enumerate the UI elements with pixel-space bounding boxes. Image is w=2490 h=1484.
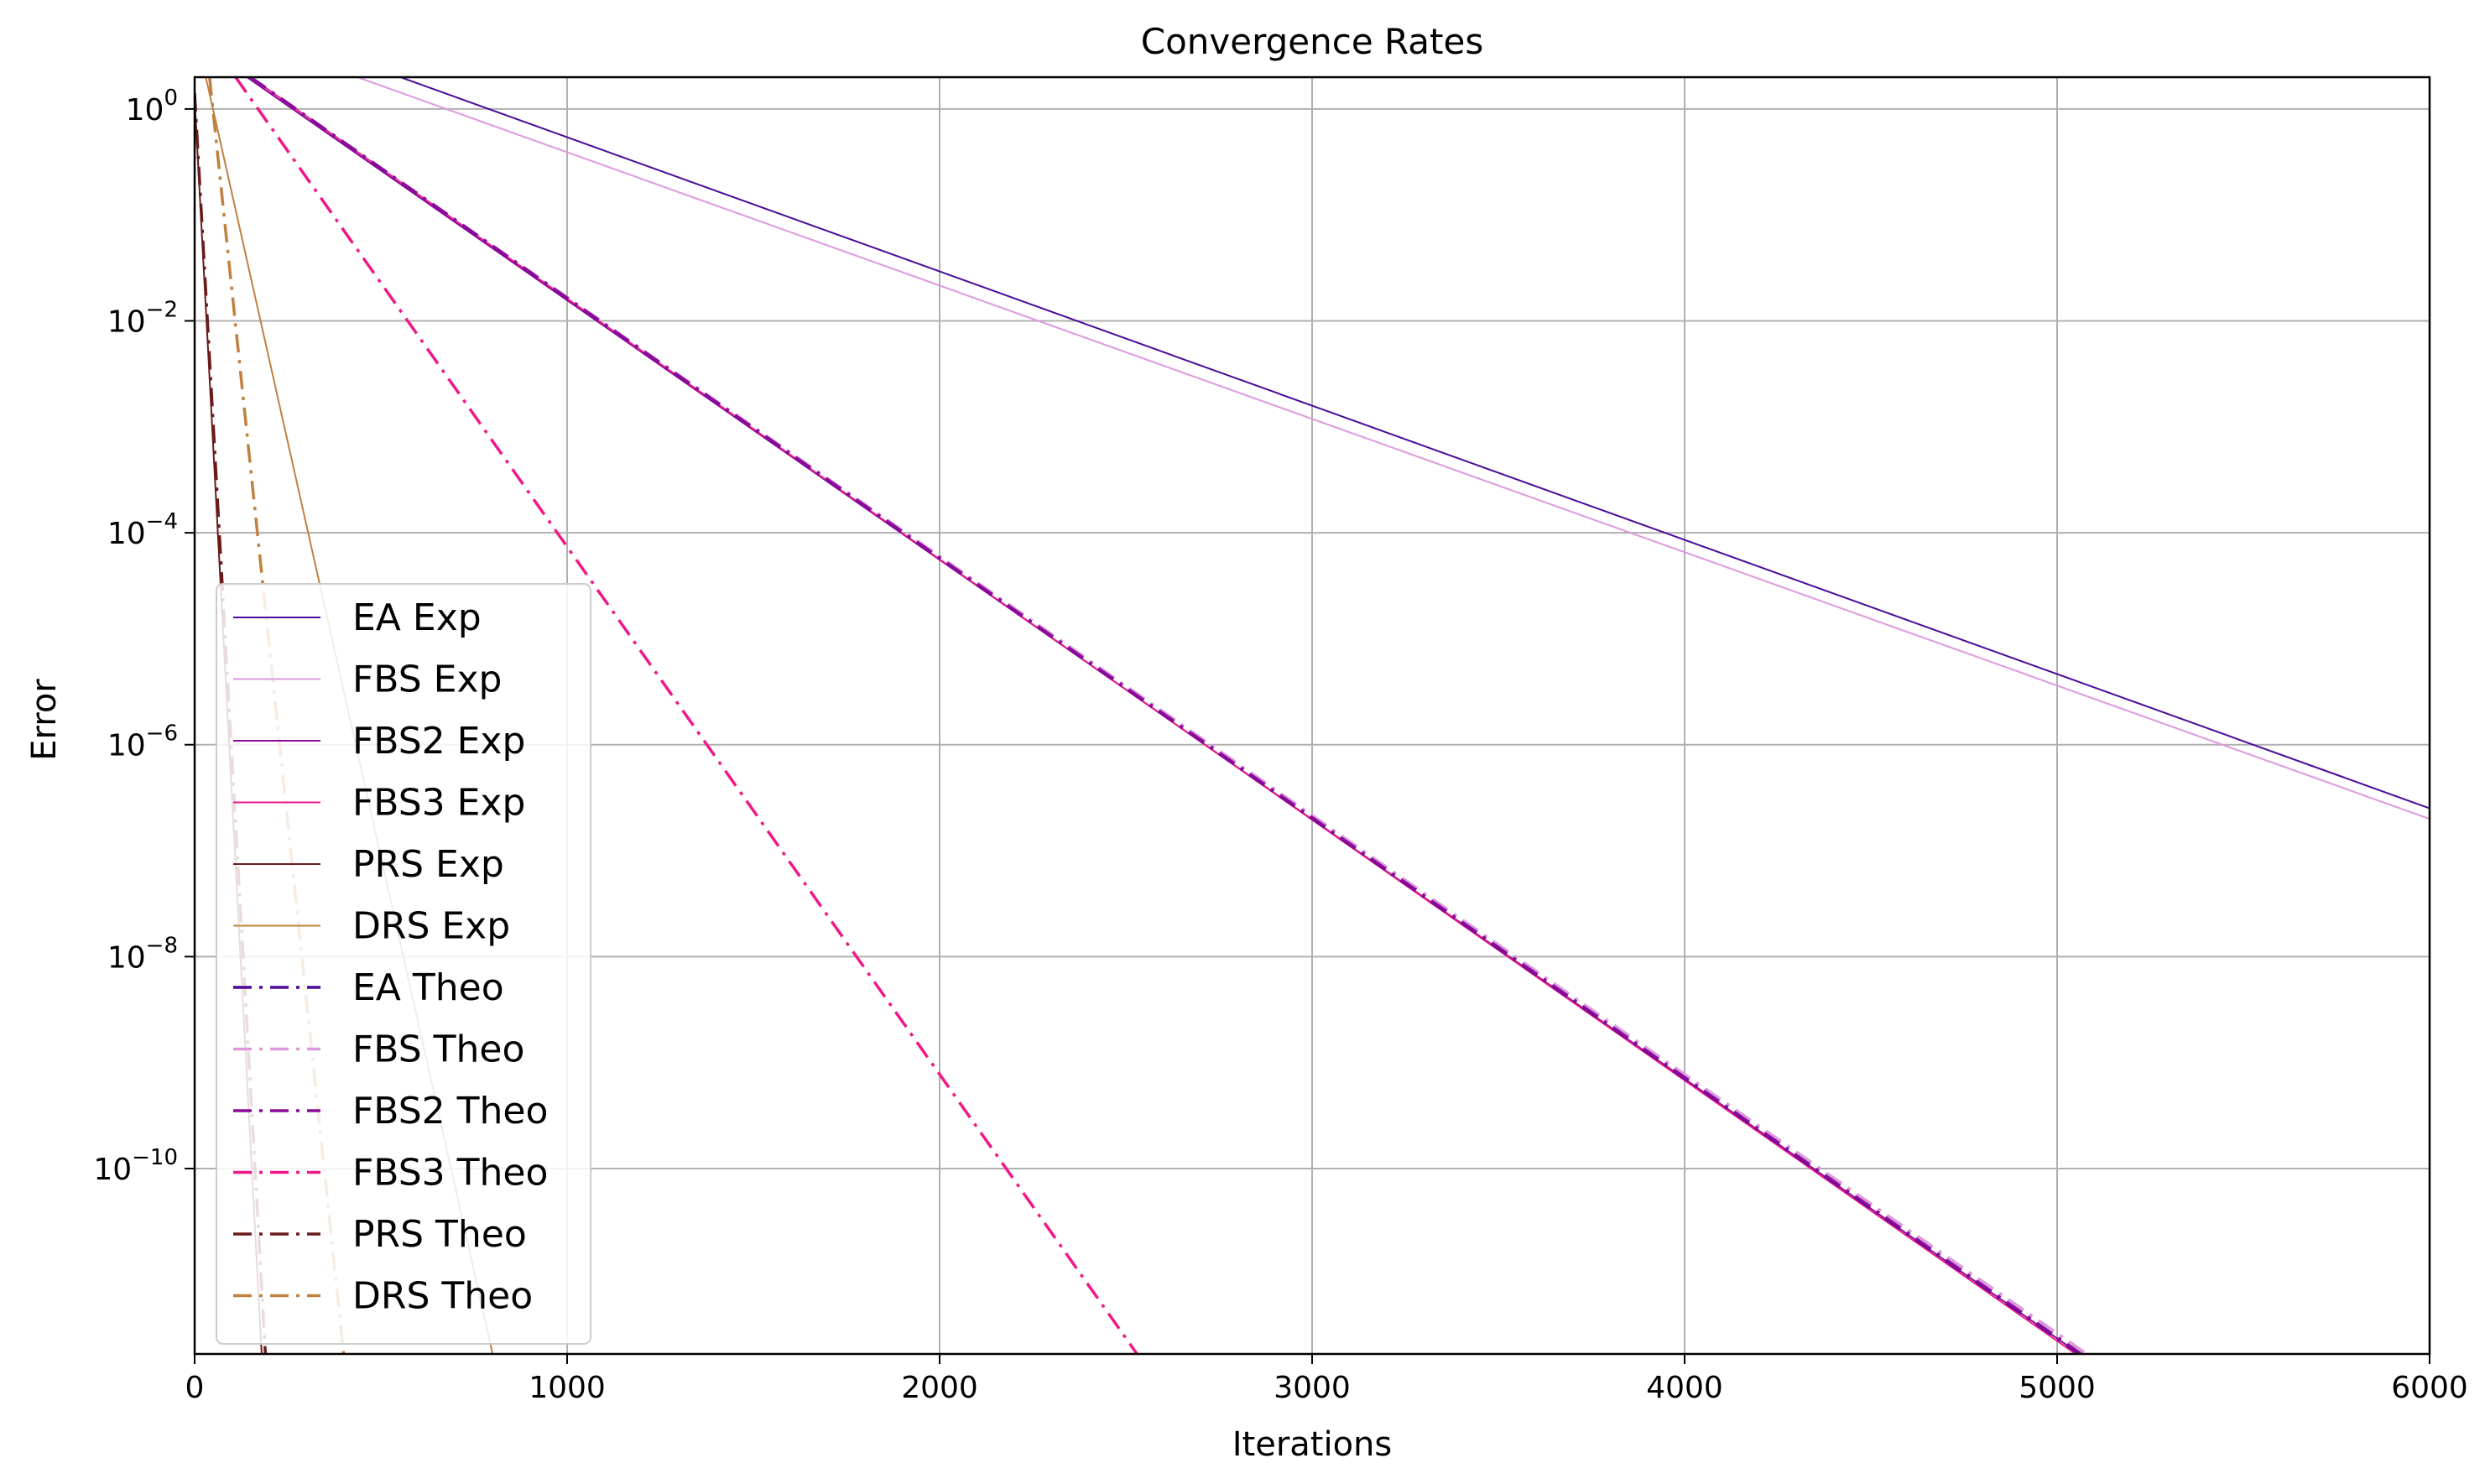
- legend-box: [216, 583, 591, 1345]
- legend-label: FBS3 Exp: [352, 782, 525, 825]
- x-tick-label: 1000: [529, 1371, 606, 1405]
- legend-label: FBS Exp: [352, 659, 502, 701]
- x-tick-label: 5000: [2019, 1371, 2096, 1405]
- y-tick-label: 100: [126, 86, 178, 128]
- y-tick-label: 10−4: [107, 509, 178, 551]
- y-axis: 100 10−2 10−4 10−6 10−8 10−10: [93, 86, 195, 1187]
- y-tick-label: 10−10: [93, 1145, 178, 1187]
- legend-label: EA Theo: [352, 966, 504, 1009]
- x-tick-label: 0: [185, 1371, 205, 1405]
- y-axis-label: Error: [25, 679, 64, 761]
- x-tick-label: 4000: [1646, 1371, 1723, 1405]
- x-tick-label: 6000: [2391, 1371, 2468, 1405]
- legend-label: FBS2 Theo: [352, 1090, 548, 1133]
- series-line: [398, 77, 2430, 810]
- x-tick-label: 2000: [901, 1371, 978, 1405]
- legend-label: DRS Exp: [352, 905, 510, 948]
- y-tick-label: 10−6: [107, 721, 178, 763]
- legend: EA Exp FBS Exp FBS2 Exp FBS3 Exp PRS Exp DRS …: [216, 583, 591, 1345]
- x-tick-label: 3000: [1274, 1371, 1351, 1405]
- x-axis: 0 1000 2000 3000 4000 5000 6000: [185, 1354, 2468, 1405]
- legend-label: DRS Theo: [352, 1275, 533, 1318]
- legend-label: FBS2 Exp: [352, 720, 525, 763]
- legend-label: PRS Exp: [352, 843, 504, 886]
- series-line: [249, 77, 2082, 1354]
- legend-label: EA Exp: [352, 596, 482, 639]
- y-tick-label: 10−8: [107, 933, 178, 975]
- x-axis-label: Iterations: [1232, 1425, 1393, 1464]
- chart-title: Convergence Rates: [1141, 21, 1483, 62]
- series-line: [234, 77, 1138, 1354]
- series-line: [355, 77, 2430, 820]
- legend-label: FBS Theo: [352, 1028, 524, 1071]
- legend-label: FBS3 Theo: [352, 1152, 548, 1195]
- y-tick-label: 10−2: [107, 298, 178, 340]
- legend-label: PRS Theo: [352, 1213, 527, 1256]
